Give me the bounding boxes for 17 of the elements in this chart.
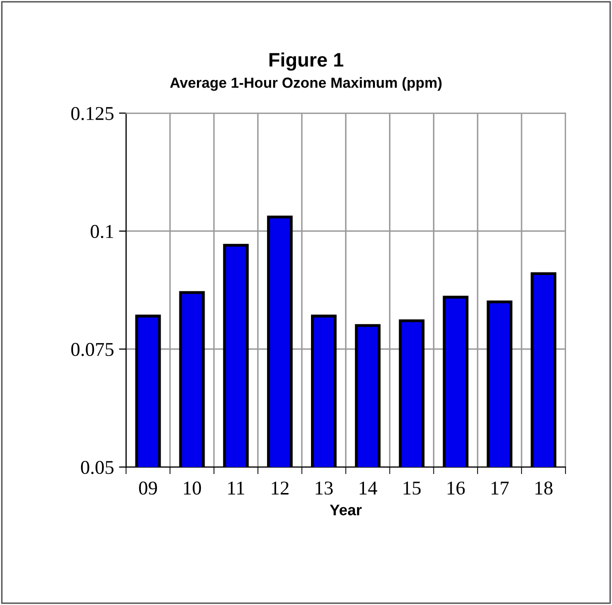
x-tick-label: 12 [272,482,289,494]
y-tick-label: 0.125 [71,106,114,120]
x-tick-label: 13 [316,482,333,495]
y-tick-label: 0.1 [90,224,114,238]
y-tick-label: 0.075 [71,342,114,356]
x-tick-label: 11 [228,482,244,494]
x-tick-label: 18 [536,482,552,495]
x-tick-label: 16 [448,482,465,495]
chart-subtitle: Average 1-Hour Ozone Maximum (ppm) [170,77,442,91]
x-tick-label: 09 [139,482,157,495]
y-tick-label: 0.05 [80,460,114,474]
x-tick-label: 17 [492,482,509,494]
x-tick-label: 10 [184,482,201,495]
x-tick-label: 14 [360,482,378,494]
x-tick-label: 15 [404,482,421,495]
chart-title: Figure 1 [269,52,344,71]
x-axis-title: Year [330,504,362,516]
